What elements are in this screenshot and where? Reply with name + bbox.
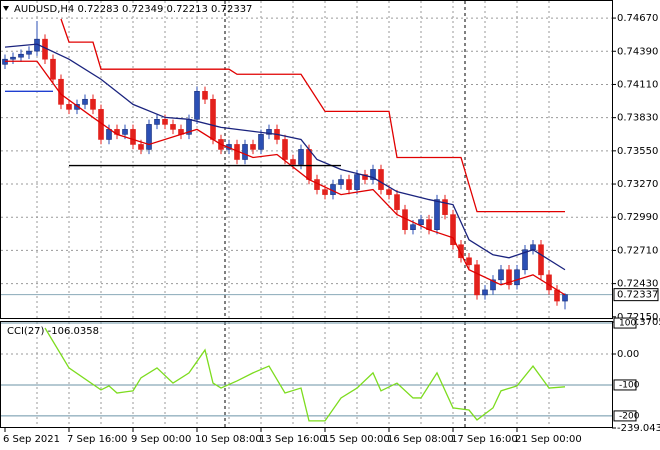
- x-tick-label: 7 Sep 16:00: [67, 434, 127, 445]
- level-label: -200: [619, 411, 640, 421]
- candle-body: [346, 179, 352, 190]
- candle-body: [26, 50, 32, 55]
- y-tick-label: 0.72430: [617, 279, 658, 290]
- candle-body: [290, 159, 296, 165]
- candle-body: [474, 264, 480, 296]
- y-tick-label: 103.3705: [617, 317, 660, 328]
- x-tick-label: 16 Sep 08:00: [387, 434, 454, 445]
- x-tick-label: 13 Sep 16:00: [259, 434, 326, 445]
- level-box: [613, 410, 637, 422]
- y-tick-label: 0.72990: [617, 212, 658, 223]
- candle-body: [530, 244, 536, 251]
- candle-body: [458, 244, 464, 259]
- candle-body: [258, 134, 264, 150]
- candle-body: [434, 199, 440, 230]
- candle-body: [322, 189, 328, 195]
- candle-body: [170, 124, 176, 130]
- level-box: [613, 317, 637, 329]
- candle-body: [138, 144, 144, 150]
- candle-body: [18, 53, 24, 58]
- candle-body: [50, 58, 56, 80]
- candle-body: [338, 179, 344, 185]
- candle-body: [506, 269, 512, 286]
- candle-body: [202, 91, 208, 100]
- candle-body: [266, 129, 272, 135]
- candle-body: [362, 174, 368, 180]
- y-tick-label: -239.043: [617, 423, 660, 434]
- candle-body: [306, 149, 312, 180]
- candle-body: [354, 174, 360, 190]
- candle-body: [538, 244, 544, 276]
- candle-body: [370, 169, 376, 180]
- main-frame: [0, 0, 613, 319]
- y-tick-label: 0.74670: [617, 13, 658, 24]
- y-tick-label: 0.72710: [617, 245, 658, 256]
- x-tick-label: 6 Sep 2021: [3, 434, 60, 445]
- candle-body: [10, 56, 16, 60]
- candle-body: [210, 98, 216, 140]
- current-price-label: 0.72337: [617, 290, 658, 301]
- x-tick-label: 9 Sep 00:00: [131, 434, 191, 445]
- x-tick-label: 15 Sep 00:00: [323, 434, 390, 445]
- level-label: 100: [619, 319, 636, 329]
- candle-body: [514, 269, 520, 286]
- candle-body: [466, 257, 472, 266]
- indicator-title: CCI(27) -106.0358: [7, 326, 99, 337]
- x-tick-label: 17 Sep 16:00: [451, 434, 518, 445]
- candle-body: [386, 189, 392, 195]
- candle-body: [106, 129, 112, 140]
- candle-body: [482, 289, 488, 296]
- candle-body: [410, 224, 416, 230]
- candle-body: [82, 98, 88, 105]
- candle-body: [194, 91, 200, 120]
- candle-body: [378, 169, 384, 190]
- y-tick-label: 0.74390: [617, 46, 658, 57]
- level-label: -100: [619, 380, 640, 390]
- y-tick-label: 0.73270: [617, 179, 658, 190]
- candle-body: [122, 129, 128, 135]
- current-price-box: [613, 288, 659, 302]
- x-tick-label: 10 Sep 08:00: [195, 434, 262, 445]
- candle-body: [490, 279, 496, 291]
- candle-body: [66, 104, 72, 110]
- candle-body: [498, 269, 504, 281]
- candle-body: [450, 214, 456, 246]
- candle-body: [162, 119, 168, 125]
- candle-body: [562, 294, 568, 302]
- candle-body: [250, 144, 256, 150]
- x-tick-label: 21 Sep 00:00: [515, 434, 582, 445]
- candle-body: [282, 139, 288, 160]
- candle-body: [130, 129, 136, 145]
- candle-body: [242, 144, 248, 160]
- candle-body: [90, 98, 96, 110]
- candle-body: [418, 219, 424, 226]
- collapse-icon[interactable]: [3, 6, 9, 11]
- y-tick-label: 0.72150: [617, 312, 658, 323]
- y-tick-label: 0.74110: [617, 79, 658, 90]
- candle-body: [146, 124, 152, 150]
- candle-body: [154, 119, 160, 125]
- line-series: [5, 60, 566, 296]
- candle-body: [298, 149, 304, 165]
- candle-body: [394, 194, 400, 210]
- line-series: [60, 18, 565, 213]
- candle-body: [546, 274, 552, 291]
- cci-frame: [0, 321, 613, 428]
- y-tick-label: 0.73550: [617, 146, 658, 157]
- line-series: [44, 327, 566, 422]
- candle-body: [522, 249, 528, 271]
- line-series: [4, 43, 566, 271]
- level-box: [613, 379, 637, 391]
- y-tick-label: 0.00: [617, 349, 639, 360]
- candle-body: [442, 199, 448, 215]
- y-tick-label: 0.73830: [617, 113, 658, 124]
- chart-title: AUDUSD,H4 0.72283 0.72349 0.72213 0.7233…: [14, 4, 252, 15]
